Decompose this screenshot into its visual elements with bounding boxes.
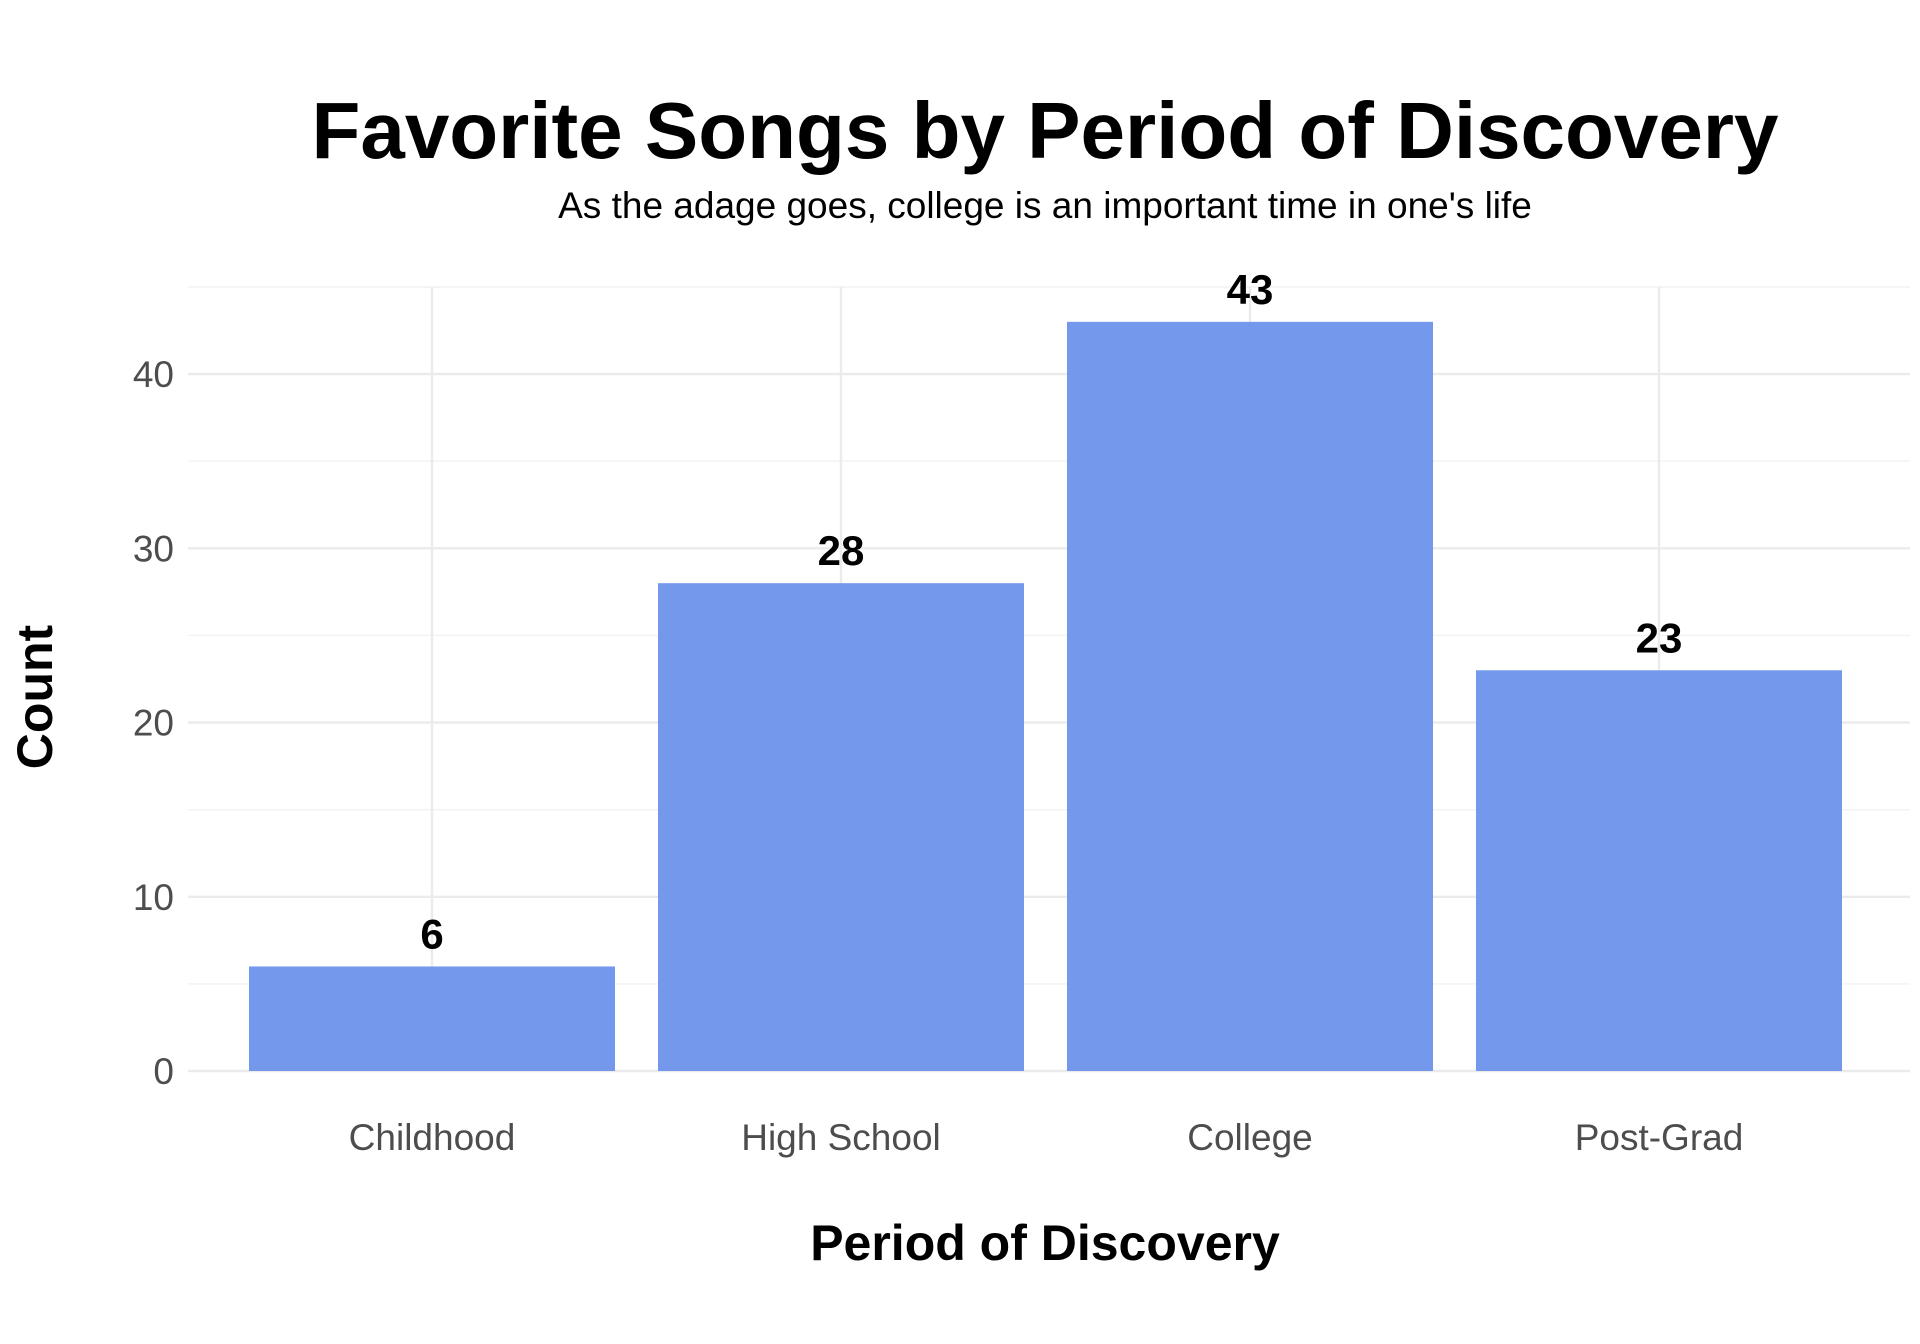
x-tick-label: High School [741, 1117, 941, 1158]
y-axis-title: Count [7, 624, 63, 769]
x-axis-ticks: Childhood High School College Post-Grad [349, 1117, 1744, 1158]
y-tick-label: 40 [133, 354, 174, 395]
data-label: 28 [818, 527, 865, 574]
data-label: 23 [1636, 614, 1683, 661]
x-tick-label: Childhood [349, 1117, 516, 1158]
data-labels: 6 28 43 23 [420, 266, 1682, 958]
chart-subtitle: As the adage goes, college is an importa… [558, 185, 1532, 226]
bar-college [1067, 321, 1433, 1071]
data-label: 6 [420, 910, 443, 957]
x-axis-title: Period of Discovery [810, 1215, 1280, 1271]
x-tick-label: College [1187, 1117, 1312, 1158]
y-tick-label: 0 [153, 1051, 174, 1092]
y-tick-label: 20 [133, 703, 174, 744]
bar-high-school [658, 583, 1024, 1071]
bar-post-grad [1476, 670, 1842, 1071]
y-tick-label: 10 [133, 877, 174, 918]
bar-childhood [249, 966, 615, 1071]
y-tick-label: 30 [133, 528, 174, 569]
chart-title: Favorite Songs by Period of Discovery [311, 86, 1779, 175]
y-axis-ticks: 0 10 20 30 40 [133, 354, 174, 1092]
bars [249, 321, 1842, 1071]
x-tick-label: Post-Grad [1575, 1117, 1744, 1158]
data-label: 43 [1227, 266, 1274, 313]
